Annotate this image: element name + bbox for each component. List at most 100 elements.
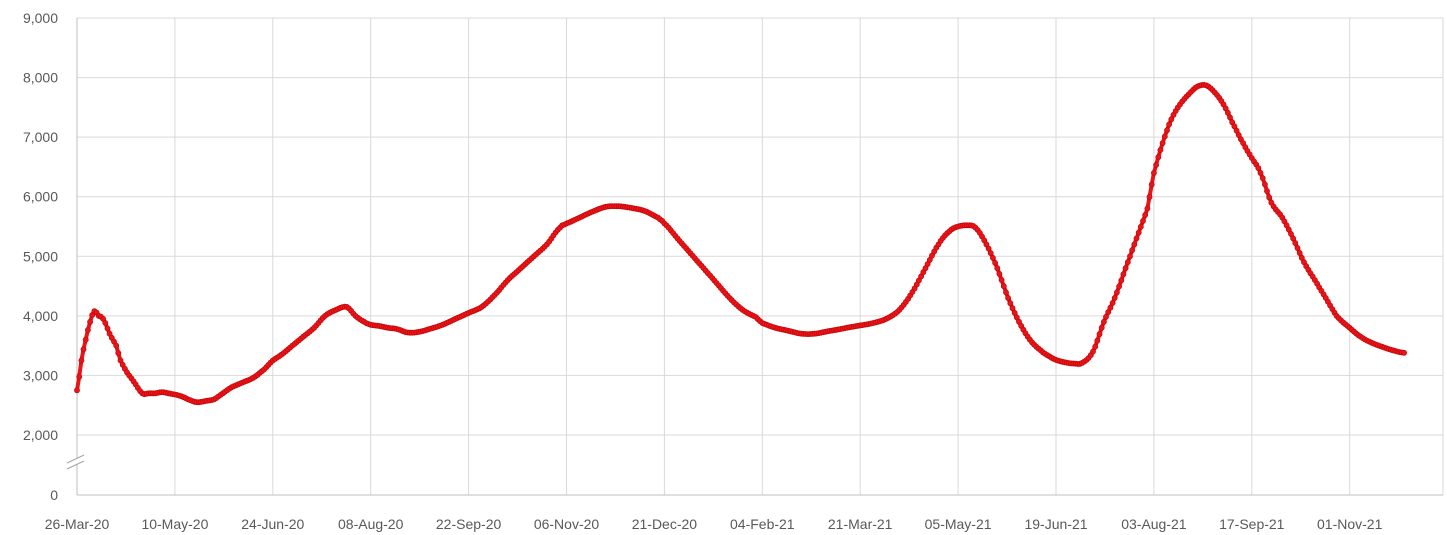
y-tick-label: 7,000 [23, 129, 58, 145]
y-tick-label: 6,000 [23, 189, 58, 205]
data-point [1153, 161, 1159, 168]
data-point [74, 387, 80, 394]
data-point [1107, 304, 1114, 311]
axes [66, 18, 1443, 496]
data-point [1168, 116, 1175, 123]
data-point [1116, 283, 1122, 290]
data-point [87, 318, 93, 325]
x-tick-label: 03-Aug-21 [1121, 516, 1187, 532]
x-tick-label: 06-Nov-20 [534, 516, 600, 532]
data-point [104, 325, 111, 332]
data-point [1262, 181, 1268, 188]
y-tick-label: 2,000 [23, 427, 58, 443]
data-point [1290, 235, 1296, 242]
y-tick-label: 4,000 [23, 308, 58, 324]
data-point [1003, 289, 1009, 296]
data-point [1135, 229, 1142, 236]
x-axis-tick-labels: 26-Mar-20 10-May-20 24-Jun-20 08-Aug-20 22-S… [45, 516, 1383, 532]
data-point [998, 277, 1005, 283]
data-point [1255, 165, 1262, 171]
series-line [75, 82, 1407, 405]
data-point [1127, 253, 1133, 260]
data-point [1118, 277, 1125, 284]
data-point [992, 259, 998, 266]
x-tick-label: 22-Sep-20 [436, 516, 502, 532]
x-tick-label: 26-Mar-20 [45, 516, 110, 532]
data-point [987, 250, 994, 256]
data-point [1000, 283, 1007, 290]
data-point [1009, 305, 1016, 312]
data-point [1109, 300, 1116, 306]
x-tick-label: 10-May-20 [141, 516, 208, 532]
y-tick-label: 8,000 [23, 70, 58, 86]
x-tick-label: 01-Nov-21 [1317, 516, 1383, 532]
data-point [1114, 289, 1120, 296]
data-point [82, 336, 89, 343]
data-point [1094, 337, 1101, 344]
x-tick-label: 21-Mar-21 [828, 516, 893, 532]
data-point [1090, 348, 1096, 355]
data-point [80, 346, 87, 353]
data-point [1148, 181, 1155, 188]
data-point [1401, 349, 1407, 356]
data-point [1129, 247, 1135, 254]
x-tick-label: 04-Feb-21 [730, 516, 795, 532]
data-point [1005, 295, 1011, 301]
axis-break-gap [72, 458, 82, 464]
data-point [1227, 114, 1233, 121]
y-axis-tick-labels: 0 2,000 3,000 4,000 5,000 6,000 7,000 8,000 9,00… [23, 10, 58, 503]
y-tick-label: 9,000 [23, 10, 58, 26]
data-point [1096, 331, 1103, 338]
data-point [1144, 205, 1151, 212]
y-tick-label: 0 [50, 487, 58, 503]
data-point [1142, 212, 1149, 218]
data-point [1101, 318, 1107, 325]
data-point [1266, 194, 1273, 201]
data-point [1098, 324, 1105, 331]
data-point [85, 327, 91, 333]
data-point [996, 270, 1003, 277]
data-point [113, 342, 120, 349]
data-point [1133, 235, 1140, 242]
data-point [1124, 259, 1131, 266]
data-point [1140, 218, 1146, 224]
x-tick-label: 21-Dec-20 [632, 516, 698, 532]
data-point [1166, 121, 1172, 128]
x-tick-label: 08-Aug-20 [338, 516, 404, 532]
data-point [1161, 133, 1168, 140]
data-point [1151, 169, 1157, 176]
data-point [1111, 295, 1118, 301]
series-daily-values [74, 82, 1407, 406]
data-point [76, 373, 83, 380]
data-point [1131, 241, 1138, 248]
data-point [1155, 154, 1162, 161]
data-point [1146, 193, 1153, 200]
data-point [1264, 188, 1270, 194]
y-tick-label: 5,000 [23, 248, 58, 264]
axis-break-marker [66, 454, 85, 470]
data-point [1296, 250, 1303, 256]
x-tick-label: 05-May-21 [925, 516, 992, 532]
data-point [1007, 300, 1014, 307]
data-point [102, 320, 109, 326]
data-point [1120, 271, 1127, 278]
x-tick-label: 17-Sep-21 [1219, 516, 1285, 532]
data-point [1164, 127, 1170, 134]
data-point [78, 357, 85, 364]
gridlines [76, 17, 1444, 495]
data-point [1137, 223, 1144, 230]
data-point [994, 265, 1001, 272]
data-point [990, 254, 996, 261]
data-point [1292, 240, 1299, 246]
x-tick-label: 24-Jun-20 [241, 516, 304, 532]
data-point [1103, 313, 1109, 320]
x-tick-label: 19-Jun-21 [1024, 516, 1087, 532]
y-tick-label: 3,000 [23, 367, 58, 383]
data-point [1259, 175, 1266, 181]
data-point [1159, 140, 1166, 146]
data-point [1257, 169, 1264, 176]
data-point [1157, 147, 1164, 153]
data-point [1092, 343, 1099, 350]
data-point [115, 350, 122, 356]
